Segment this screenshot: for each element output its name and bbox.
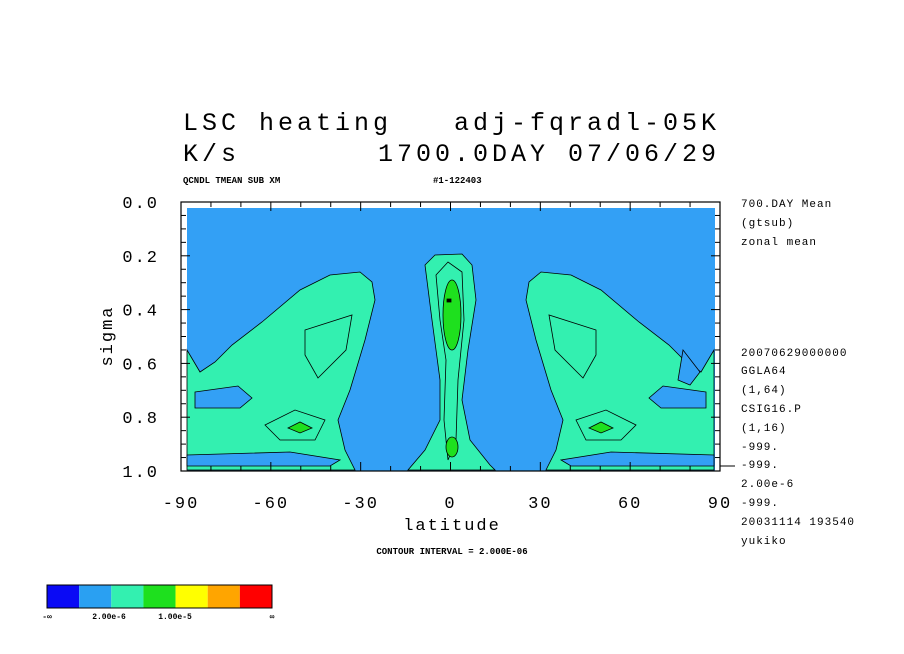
y-tick-label: 0.2 [122,249,159,268]
side-note: yukiko [741,536,787,548]
side-note: 2.00e-6 [741,479,794,491]
side-note: -999. [741,498,779,510]
side-note: -999. [741,442,779,454]
side-note: (gtsub) [741,218,794,230]
colorbar-swatch [79,585,112,608]
side-note: GGLA64 [741,366,787,378]
contour-region [445,436,459,458]
header: QCNDL TMEAN SUB XM [183,176,280,186]
colorbar-label: ∞ [270,613,275,622]
contour-region [194,385,253,409]
colorbar-swatch [239,585,272,608]
y-axis-label: sigma [99,305,118,366]
colorbar-swatch [207,585,240,608]
x-tick-label: 0 [444,495,456,514]
x-tick-label: 60 [618,495,642,514]
side-note: (1,16) [741,423,787,435]
x-axis-label: latitude [403,517,501,536]
colorbar-swatch [111,585,144,608]
side-note: (1,64) [741,385,787,397]
x-tick-label: -30 [342,495,379,514]
side-note: zonal mean [741,237,817,249]
title: adj-fqradl-05K [454,109,720,138]
y-tick-label: 0.6 [122,356,159,375]
y-tick-label: 0.0 [122,195,159,214]
contour-group [186,271,376,471]
title: LSC heating [183,109,392,138]
contour-line [304,314,353,379]
contour-peak [446,298,452,303]
contour-interval: CONTOUR INTERVAL = 2.000E-06 [376,547,527,557]
side-note: -999. [741,460,779,472]
x-tick-label: 90 [708,495,732,514]
colorbar-frame [46,584,273,609]
contour-group [407,253,701,471]
subtitle: 1700.0DAY 07/06/29 [378,140,720,169]
side-note: CSIG16.P [741,404,802,416]
contour-line [264,409,326,441]
colorbar-swatch [47,585,80,608]
x-tick-label: 30 [528,495,552,514]
x-tick-label: -90 [163,495,200,514]
contour-region [442,279,462,351]
side-note: 20070629000000 [741,348,847,360]
colorbar-label: 1.00e-5 [158,613,192,622]
x-tick-label: -60 [253,495,290,514]
colorbar-swatch [143,585,176,608]
colorbar-label: -∞ [42,613,52,622]
colorbar-swatch [175,585,208,608]
side-note: 700.DAY Mean [741,199,832,211]
y-tick-label: 0.4 [122,303,159,322]
y-tick-label: 0.8 [122,410,159,429]
contour-region [186,271,376,471]
subtitle: K/s [183,140,240,169]
contour-region [677,349,701,386]
side-note: 20031114 193540 [741,517,855,529]
contour-region [186,451,342,467]
contour-region [407,253,496,471]
y-tick-label: 1.0 [122,464,159,483]
contour-region [287,421,313,434]
header: #1-122403 [433,176,482,186]
colorbar-label: 2.00e-6 [92,613,126,622]
